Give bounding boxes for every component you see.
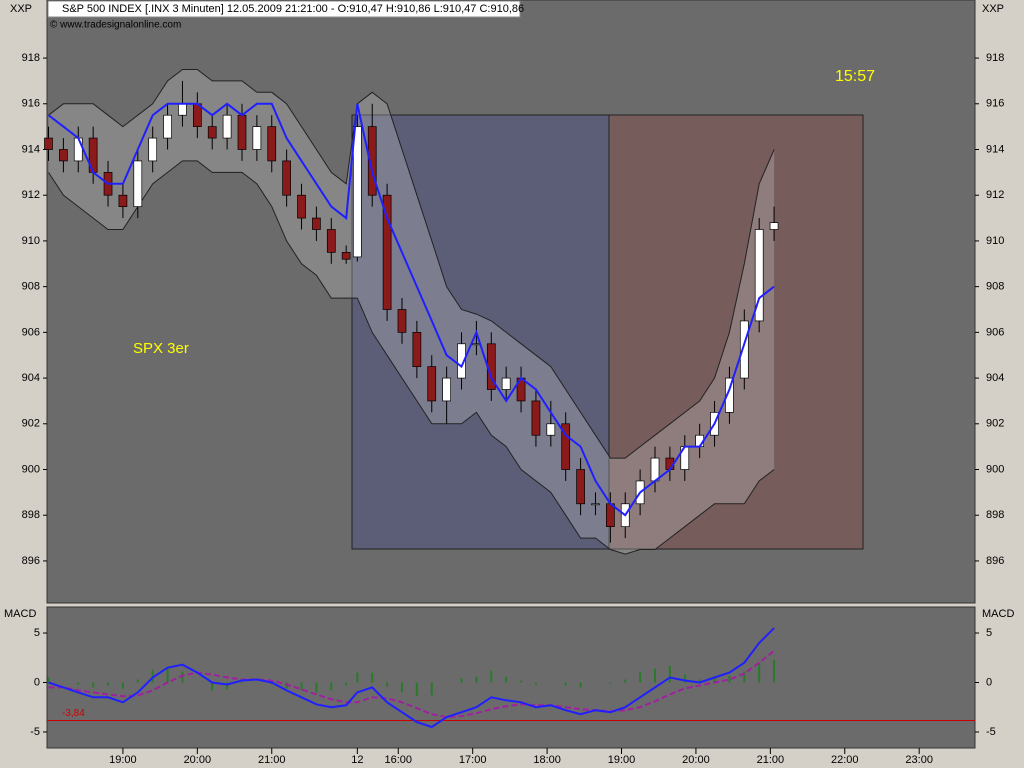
header-text: S&P 500 INDEX [.INX 3 Minuten] 12.05.200… [62,3,524,15]
y-tick-label: 898 [22,509,40,521]
candle-body [457,343,466,379]
macd-panel [46,606,976,749]
y-tick-label: 912 [986,189,1004,201]
y-tick-label: 918 [22,52,40,64]
candle-body [267,126,277,162]
y-tick-label: 900 [986,463,1004,475]
x-tick-label: 12 [351,754,363,766]
y-tick-label: 912 [22,189,40,201]
x-tick-label: 18:00 [533,754,561,766]
y-tick-label: 0 [986,676,992,688]
x-tick-label: 21:00 [258,754,286,766]
y-tick-label: 908 [986,281,1004,293]
y-tick-label: 896 [986,555,1004,567]
y-tick-label: 916 [986,98,1004,110]
y-tick-label: 900 [22,463,40,475]
x-tick-label: 21:00 [757,754,785,766]
y-tick-label: -5 [986,726,996,738]
y-tick-label: 5 [34,627,40,639]
x-tick-label: 23:00 [905,754,933,766]
lower-band [48,160,775,555]
y-tick-label: 0 [34,676,40,688]
candle-body [382,194,392,310]
candle-body [412,332,422,367]
candle-body [442,377,451,402]
y-tick-label: 918 [986,52,1004,64]
y-tick-label: 898 [986,509,1004,521]
candle-body [546,423,556,436]
macd-title: MACD [4,608,36,620]
macd-title: MACD [982,608,1014,620]
candle-body [326,229,336,253]
y-tick-label: 896 [22,555,40,567]
signal-line [48,650,775,719]
candle-body [118,194,128,207]
symbol-label: XXP [982,3,1004,15]
candle-body [754,229,764,322]
x-tick-label: 20:00 [682,754,710,766]
note-annotation: SPX 3er [133,340,189,357]
y-tick-label: 904 [986,372,1004,384]
watermark: © www.tradesignalonline.com [50,20,181,31]
y-tick-label: 904 [22,372,40,384]
candle-body [163,114,172,139]
candle-body [133,160,143,207]
candle-body [352,126,362,258]
candle-body [576,469,585,505]
y-tick-label: 914 [986,143,1004,155]
x-tick-label: 16:00 [384,754,412,766]
y-tick-label: -5 [30,726,40,738]
average-line [47,102,775,517]
y-tick-label: 916 [22,98,40,110]
y-tick-label: 5 [986,627,992,639]
x-tick-label: 20:00 [184,754,212,766]
x-tick-label: 22:00 [831,754,859,766]
candle-body [222,114,232,139]
band-area [48,69,775,555]
candle-body [397,309,407,333]
candle-body [341,252,351,260]
y-tick-label: 908 [22,281,40,293]
candle-body [501,377,511,390]
candle-body [739,320,749,379]
candle-body [252,126,262,150]
candle-body [148,137,158,162]
candle-body [769,222,779,230]
candle-body [237,114,247,150]
candle-body [591,503,600,506]
candle-body [178,103,187,116]
symbol-label: XXP [10,3,32,15]
upper-band [48,69,775,459]
y-tick-label: 910 [986,235,1004,247]
y-tick-label: 906 [986,326,1004,338]
candle-body [427,366,437,402]
time-annotation: 15:57 [835,68,875,85]
x-tick-label: 19:00 [608,754,636,766]
candle-body [59,149,68,162]
macd-line [48,627,775,729]
y-tick-label: 906 [22,326,40,338]
y-tick-label: 902 [986,418,1004,430]
candle-body [282,160,291,196]
candle-body [725,377,734,413]
candle-body [297,194,306,219]
candle-body [73,137,83,162]
candle-body [531,400,541,436]
y-tick-label: 914 [22,143,40,155]
header-box [47,0,521,18]
candle-body [606,503,615,528]
level-label: -3,84 [62,708,85,719]
candle-body [367,126,377,196]
y-tick-label: 910 [22,235,40,247]
x-tick-label: 19:00 [109,754,137,766]
candle-body [44,137,53,150]
x-tick-label: 17:00 [459,754,487,766]
y-tick-label: 902 [22,418,40,430]
candle-body [561,423,571,470]
candle-body [312,217,321,230]
candle-body [207,126,217,139]
